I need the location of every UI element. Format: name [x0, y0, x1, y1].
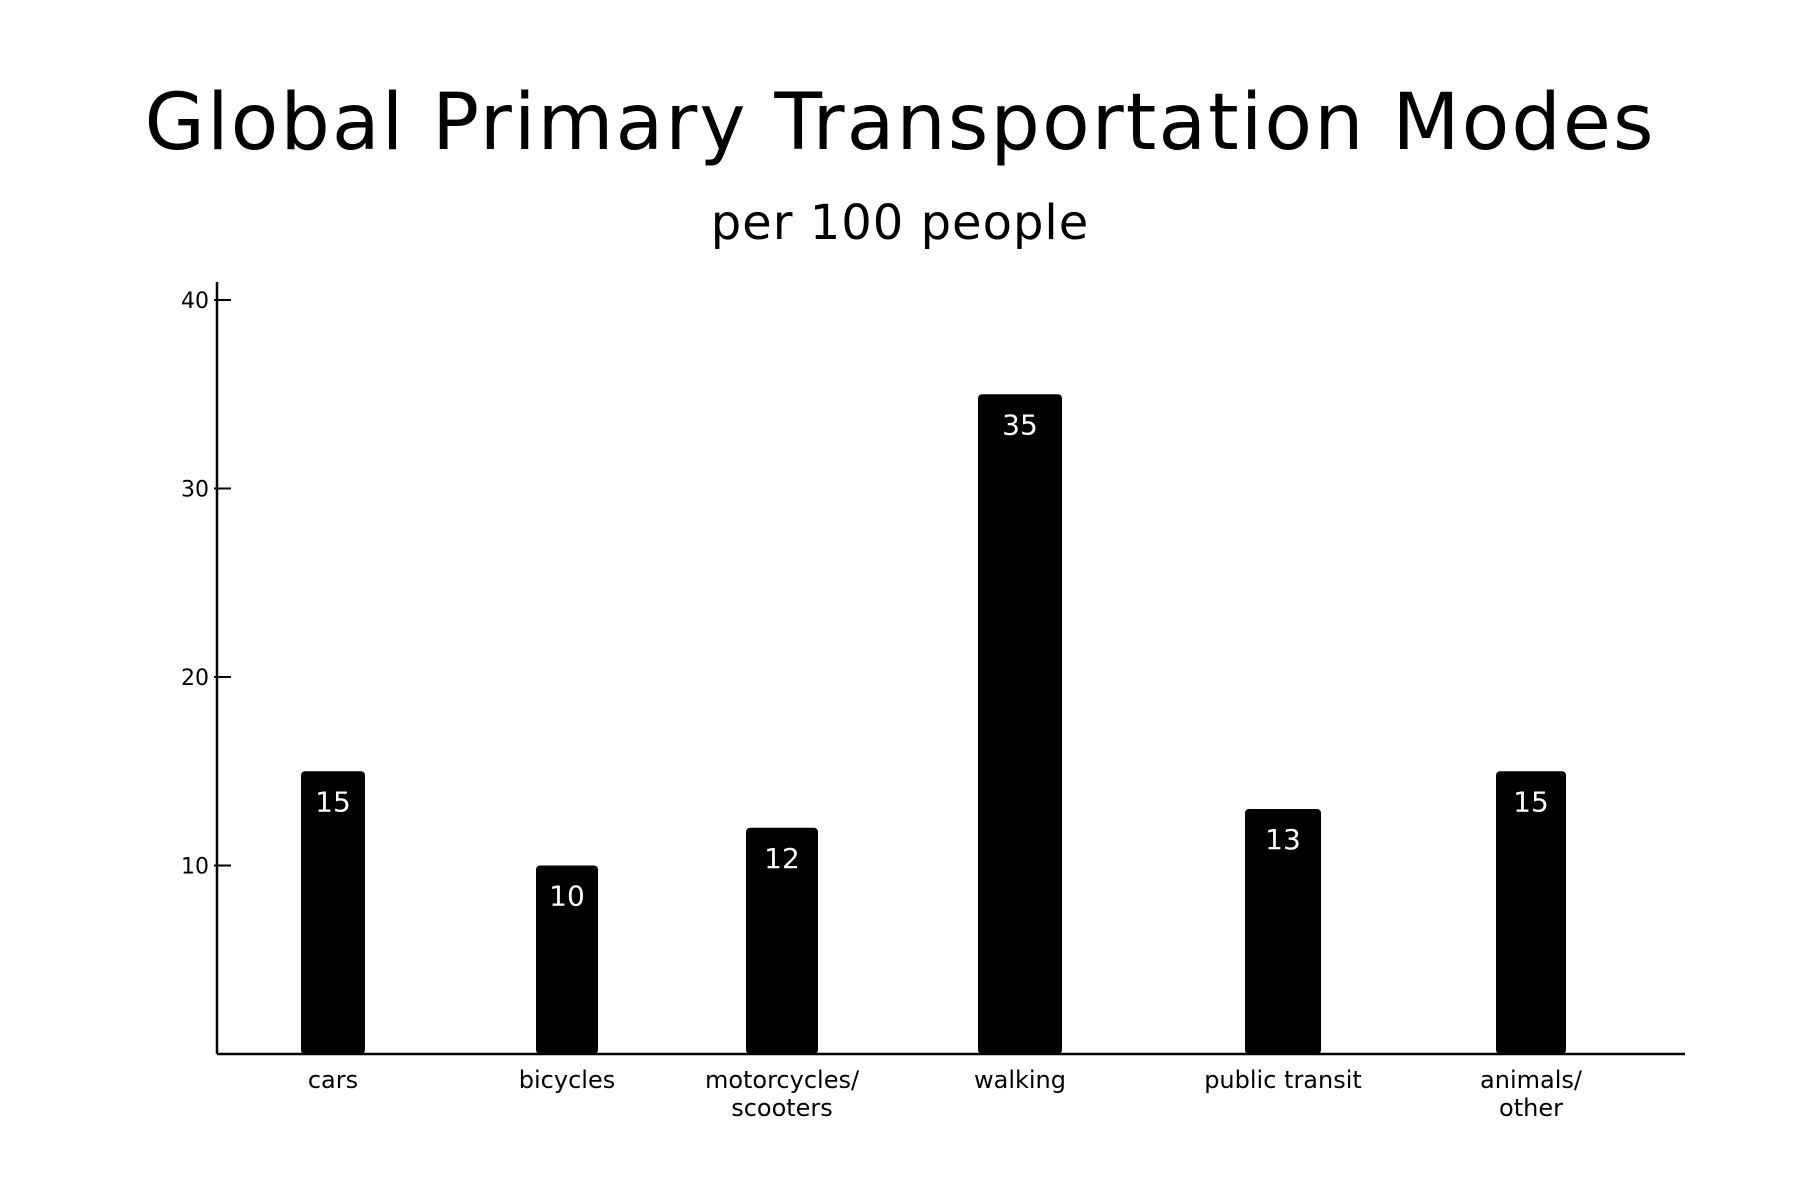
bar-motorcycles-scooters	[746, 827, 818, 1054]
chart-title: Global Primary Transportation Modes	[144, 78, 1656, 168]
x-tick-label: other	[1499, 1094, 1563, 1122]
bar-animals-other	[1496, 771, 1566, 1054]
data-label: 12	[764, 842, 800, 875]
x-tick-label: scooters	[731, 1094, 833, 1122]
bars	[301, 394, 1566, 1054]
y-tick-label: 10	[181, 855, 209, 880]
x-tick-label: motorcycles/	[705, 1066, 860, 1094]
bar-walking	[978, 394, 1062, 1054]
bar-bicycles	[536, 865, 598, 1054]
data-label: 35	[1002, 408, 1038, 441]
bar-public-transit	[1245, 808, 1321, 1054]
bar-cars	[301, 771, 365, 1054]
axes: 10 20 30 40	[181, 282, 1685, 1056]
data-label: 15	[315, 785, 351, 818]
data-label: 10	[549, 880, 585, 913]
x-tick-label: bicycles	[519, 1066, 615, 1094]
data-label: 13	[1265, 823, 1301, 856]
data-label: 15	[1513, 785, 1549, 818]
x-tick-label: walking	[974, 1066, 1066, 1094]
chart-subtitle: per 100 people	[710, 195, 1090, 251]
x-tick-label: cars	[308, 1066, 358, 1094]
y-tick-label: 30	[181, 478, 209, 503]
x-tick-label: animals/	[1480, 1066, 1583, 1094]
y-tick-label: 40	[181, 289, 209, 314]
x-tick-label: public transit	[1204, 1066, 1362, 1094]
y-tick-label: 20	[181, 666, 209, 691]
labels: 15 cars 10 bicycles 12 motorcycles/scooters 35…	[308, 408, 1583, 1122]
